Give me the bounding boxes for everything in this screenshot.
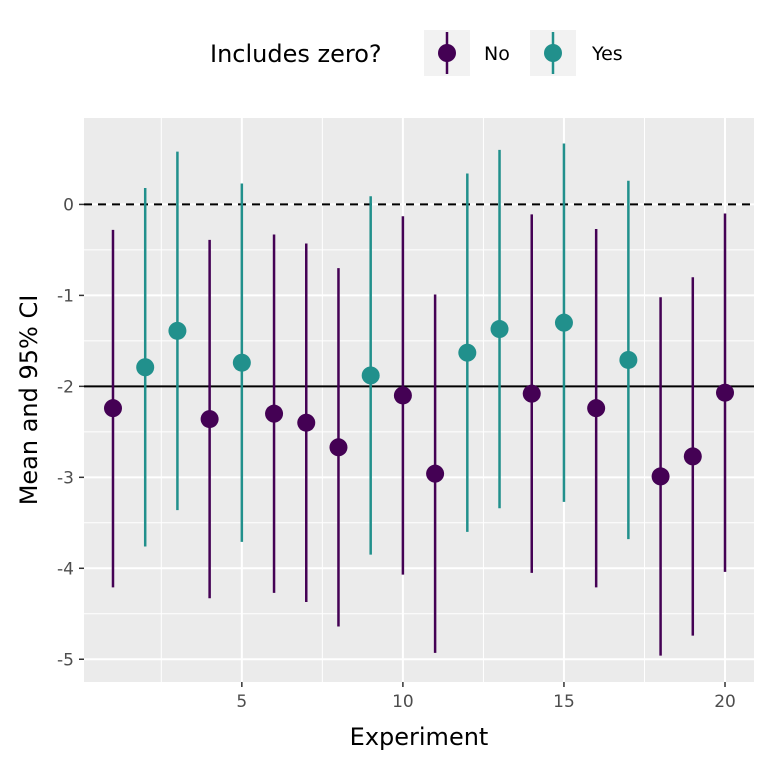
x-axis-ticks: 5 10 15 20 — [236, 682, 736, 712]
point-yes — [168, 321, 187, 340]
y-tick-label: -5 — [57, 650, 74, 670]
point-yes — [232, 353, 251, 372]
y-tick-label: -1 — [57, 286, 74, 306]
point-no — [522, 384, 541, 403]
y-tick-label: -2 — [57, 377, 74, 397]
x-axis-title: Experiment — [350, 723, 489, 751]
reference-lines — [84, 203, 754, 388]
point-no — [329, 438, 348, 457]
y-axis-title: Mean and 95% CI — [15, 295, 43, 506]
y-tick-label: -4 — [57, 559, 74, 579]
legend-label-no: No — [484, 43, 510, 65]
point-yes — [490, 320, 509, 339]
x-tick-label: 20 — [714, 692, 736, 712]
legend-title: Includes zero? — [210, 40, 382, 68]
point-no — [200, 410, 219, 429]
legend: Includes zero? No Yes — [210, 30, 623, 76]
y-axis-ticks: 0 -1 -2 -3 -4 -5 — [57, 195, 84, 670]
point-yes — [554, 313, 573, 332]
point-yes — [619, 350, 638, 369]
point-no — [716, 383, 735, 402]
legend-key-yes-point — [544, 44, 562, 62]
point-no — [393, 386, 412, 405]
point-yes — [458, 343, 477, 362]
plot-panel — [84, 118, 754, 682]
data-marks — [103, 143, 735, 656]
x-tick-label: 15 — [553, 692, 575, 712]
point-yes — [136, 358, 155, 377]
point-no — [103, 399, 122, 418]
point-no — [587, 399, 606, 418]
x-tick-label: 5 — [236, 692, 247, 712]
legend-key-no-point — [438, 44, 456, 62]
point-yes — [361, 366, 380, 385]
point-no — [683, 447, 702, 466]
point-no — [426, 464, 445, 483]
point-no — [651, 467, 670, 486]
legend-label-yes: Yes — [591, 43, 623, 65]
y-tick-label: -3 — [57, 468, 74, 488]
point-no — [297, 413, 316, 432]
point-no — [265, 404, 284, 423]
y-tick-label: 0 — [63, 195, 74, 215]
x-tick-label: 10 — [392, 692, 414, 712]
